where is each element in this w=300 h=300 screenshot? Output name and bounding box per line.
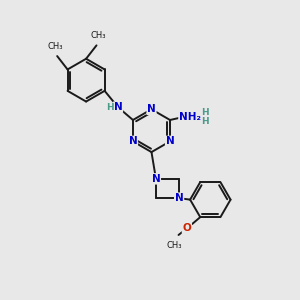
Text: H: H — [201, 108, 208, 117]
Text: N: N — [114, 102, 122, 112]
Text: N: N — [152, 174, 160, 184]
Text: N: N — [129, 136, 137, 146]
Text: O: O — [182, 224, 191, 233]
Text: NH₂: NH₂ — [179, 112, 201, 122]
Text: N: N — [147, 104, 156, 114]
Text: H: H — [106, 103, 114, 112]
Text: N: N — [175, 193, 184, 203]
Text: CH₃: CH₃ — [166, 241, 182, 250]
Text: CH₃: CH₃ — [48, 42, 63, 51]
Text: CH₃: CH₃ — [90, 31, 106, 40]
Text: H: H — [201, 117, 208, 126]
Text: N: N — [166, 136, 174, 146]
